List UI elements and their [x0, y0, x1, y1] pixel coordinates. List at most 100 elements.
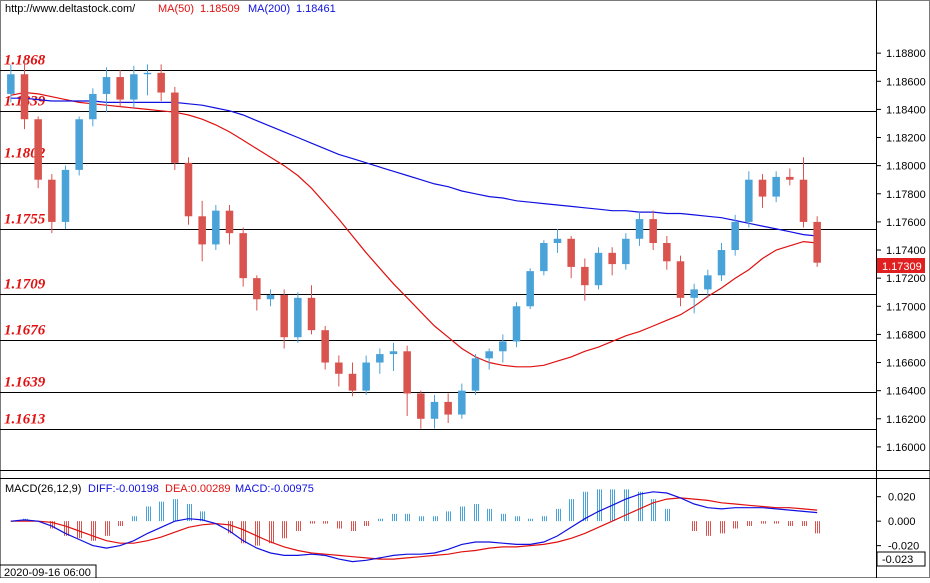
- level-label: 1.1709: [4, 277, 46, 293]
- candle-body: [102, 77, 111, 94]
- candle: [253, 275, 261, 311]
- candle: [61, 165, 70, 229]
- last-price-text: 1.17309: [882, 261, 922, 273]
- candle-body: [362, 362, 370, 391]
- candle: [130, 65, 138, 108]
- candle-body: [212, 210, 220, 245]
- candle-body: [745, 179, 753, 222]
- macd-axis: 0.020 0.000 -0.020: [876, 492, 919, 553]
- candle: [512, 302, 521, 348]
- candle-body: [130, 74, 138, 100]
- price-tick-label: 1.17800: [886, 189, 926, 201]
- candle-body: [34, 119, 42, 180]
- price-tick-label: 1.17400: [886, 245, 926, 257]
- candle-body: [253, 278, 261, 300]
- candle: [294, 292, 302, 343]
- candle-body: [417, 393, 425, 419]
- candle: [649, 210, 657, 251]
- candle: [171, 86, 179, 170]
- price-tick-label: 1.18000: [886, 161, 926, 173]
- macd-tick-label: -0.020: [888, 541, 919, 553]
- price-tick-label: 1.18400: [886, 104, 926, 116]
- candle: [485, 348, 493, 370]
- source-url[interactable]: http://www.deltastock.com/: [5, 3, 136, 15]
- price-tick-label: 1.18600: [886, 76, 926, 88]
- moving-averages: [10, 91, 818, 368]
- candle: [157, 64, 165, 101]
- candle: [458, 383, 466, 419]
- candle-body: [376, 354, 384, 363]
- candle: [212, 205, 220, 251]
- candle-body: [430, 401, 439, 419]
- candle: [225, 205, 234, 245]
- candle-body: [553, 238, 562, 243]
- candle: [444, 393, 452, 423]
- candle-body: [567, 238, 575, 267]
- candle: [635, 212, 644, 246]
- ma200-value: 1.18461: [296, 3, 336, 15]
- price-tick-label: 1.17600: [886, 217, 926, 229]
- candle: [567, 235, 575, 279]
- candle: [676, 255, 685, 307]
- candle: [581, 258, 589, 301]
- candle-body: [758, 179, 767, 197]
- candle-body: [157, 72, 165, 93]
- ma-line: [10, 91, 818, 368]
- candle-body: [717, 250, 726, 276]
- candle: [813, 216, 821, 267]
- candle: [417, 390, 425, 429]
- candle-body: [594, 252, 603, 286]
- price-tick-label: 1.16000: [886, 442, 926, 454]
- candle: [403, 345, 411, 416]
- price-tick-label: 1.17200: [886, 273, 926, 285]
- ma50-value: 1.18509: [200, 3, 240, 15]
- candle: [772, 171, 780, 203]
- candle: [471, 354, 480, 395]
- macd-last-badge: [876, 551, 926, 567]
- candle-body: [266, 295, 275, 300]
- level-label: 1.1755: [4, 212, 46, 228]
- candle: [663, 235, 671, 270]
- price-tick-label: 1.16800: [886, 329, 926, 341]
- candle: [198, 200, 206, 262]
- macd-tick-label: 0.000: [888, 516, 916, 528]
- candle: [116, 70, 124, 107]
- macd-line: [10, 497, 818, 560]
- level-label: 1.1613: [4, 412, 46, 428]
- level-label: 1.1676: [4, 323, 46, 339]
- candle: [75, 116, 83, 176]
- candle: [526, 268, 534, 310]
- candle-body: [526, 271, 534, 307]
- candle-body: [622, 238, 630, 265]
- candle: [362, 355, 370, 395]
- ma200-label: MA(200): [248, 3, 290, 15]
- support-resistance-levels: 1.18681.18391.18021.17551.17091.16761.16…: [0, 53, 876, 430]
- candle-body: [307, 297, 316, 331]
- candle: [266, 289, 275, 307]
- candle: [20, 58, 29, 130]
- candle-body: [403, 351, 411, 394]
- candle-body: [772, 176, 780, 197]
- candle-body: [731, 221, 739, 251]
- candle: [499, 334, 507, 363]
- candle-body: [116, 77, 124, 100]
- candle-body: [663, 243, 671, 262]
- candle: [731, 214, 739, 256]
- candle: [7, 64, 15, 103]
- candle-body: [813, 221, 821, 263]
- candle: [430, 394, 439, 429]
- candle: [89, 88, 97, 127]
- candle: [622, 233, 630, 270]
- price-tick-label: 1.16400: [886, 386, 926, 398]
- macd-value: MACD:-0.00975: [235, 483, 314, 495]
- candle-body: [171, 92, 179, 163]
- candle-body: [143, 72, 152, 75]
- ma-line: [10, 97, 818, 237]
- candle: [745, 171, 753, 228]
- candlesticks: [7, 58, 821, 429]
- candle-body: [690, 289, 698, 298]
- candle: [594, 247, 603, 290]
- last-price-badge: [877, 258, 925, 273]
- candle: [608, 247, 616, 276]
